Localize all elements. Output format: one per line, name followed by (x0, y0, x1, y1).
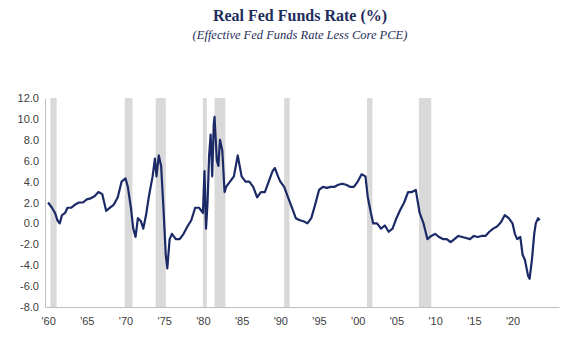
y-tick-label: 2.0 (24, 197, 39, 209)
y-tick-label: -8.0 (20, 301, 39, 313)
x-tick-label: '75 (158, 315, 172, 327)
y-tick: -6.0 (20, 280, 45, 292)
y-tick-label: -4.0 (20, 259, 39, 271)
y-axis: -8.0 -6.0 -4.0 -2.0 0.0 2.0 4.0 6.0 8.0 10.0 12.0 (18, 92, 46, 313)
x-tick-label: '90 (274, 315, 288, 327)
y-tick-label: -2.0 (20, 238, 39, 250)
x-tick-label: '15 (467, 315, 481, 327)
recession-band (419, 98, 431, 307)
y-tick-label: -6.0 (20, 280, 39, 292)
recession-band (125, 98, 133, 307)
x-tick: '15 (467, 307, 481, 327)
y-tick: 10.0 (18, 113, 45, 125)
y-tick-label: 0.0 (24, 217, 39, 229)
chart: Real Fed Funds Rate (%) (Effective Fed Fu… (0, 0, 580, 345)
y-tick: -2.0 (20, 238, 45, 250)
x-axis-line (46, 307, 560, 308)
x-tick: '20 (506, 307, 520, 327)
x-tick: '75 (158, 307, 172, 327)
y-tick: 4.0 (24, 176, 45, 188)
recession-band (284, 98, 289, 307)
x-tick-label: '70 (119, 315, 133, 327)
x-axis: '60 '65 '70 '75 '80 '85 '90 '95 '00 '05 '10 '15 '20 (41, 307, 559, 327)
y-tick-label: 12.0 (18, 92, 39, 104)
x-tick-label: '20 (506, 315, 520, 327)
x-tick-label: '10 (428, 315, 442, 327)
y-tick: -8.0 (20, 301, 45, 313)
recession-band (156, 98, 166, 307)
x-tick: '60 (41, 307, 55, 327)
plot-area (48, 98, 540, 307)
title: Real Fed Funds Rate (%) (213, 7, 387, 25)
x-tick-label: '85 (235, 315, 249, 327)
y-tick-label: 6.0 (24, 155, 39, 167)
x-tick: '10 (428, 307, 442, 327)
y-tick-label: 4.0 (24, 176, 39, 188)
y-tick-label: 10.0 (18, 113, 39, 125)
x-tick-label: '05 (390, 315, 404, 327)
recession-band (50, 98, 56, 307)
series-line (48, 117, 540, 279)
x-tick: '05 (390, 307, 404, 327)
y-tick: 12.0 (18, 92, 45, 104)
x-tick: '70 (119, 307, 133, 327)
y-tick-label: 8.0 (24, 134, 39, 146)
subtitle: (Effective Fed Funds Rate Less Core PCE) (193, 28, 408, 42)
x-tick: '95 (312, 307, 326, 327)
y-tick: 8.0 (24, 134, 45, 146)
x-tick-label: '60 (41, 315, 55, 327)
x-tick-label: '80 (196, 315, 210, 327)
x-tick: '85 (235, 307, 249, 327)
x-tick-label: '65 (80, 315, 94, 327)
x-tick: '65 (80, 307, 94, 327)
x-tick-label: '95 (312, 315, 326, 327)
y-tick: 0.0 (24, 217, 45, 229)
y-tick: 2.0 (24, 197, 45, 209)
y-axis-line (45, 99, 46, 308)
x-tick-label: '00 (351, 315, 365, 327)
x-tick: '90 (274, 307, 288, 327)
background (0, 0, 580, 345)
y-tick: 6.0 (24, 155, 45, 167)
x-tick: '80 (196, 307, 210, 327)
x-tick: '00 (351, 307, 365, 327)
y-tick: -4.0 (20, 259, 45, 271)
